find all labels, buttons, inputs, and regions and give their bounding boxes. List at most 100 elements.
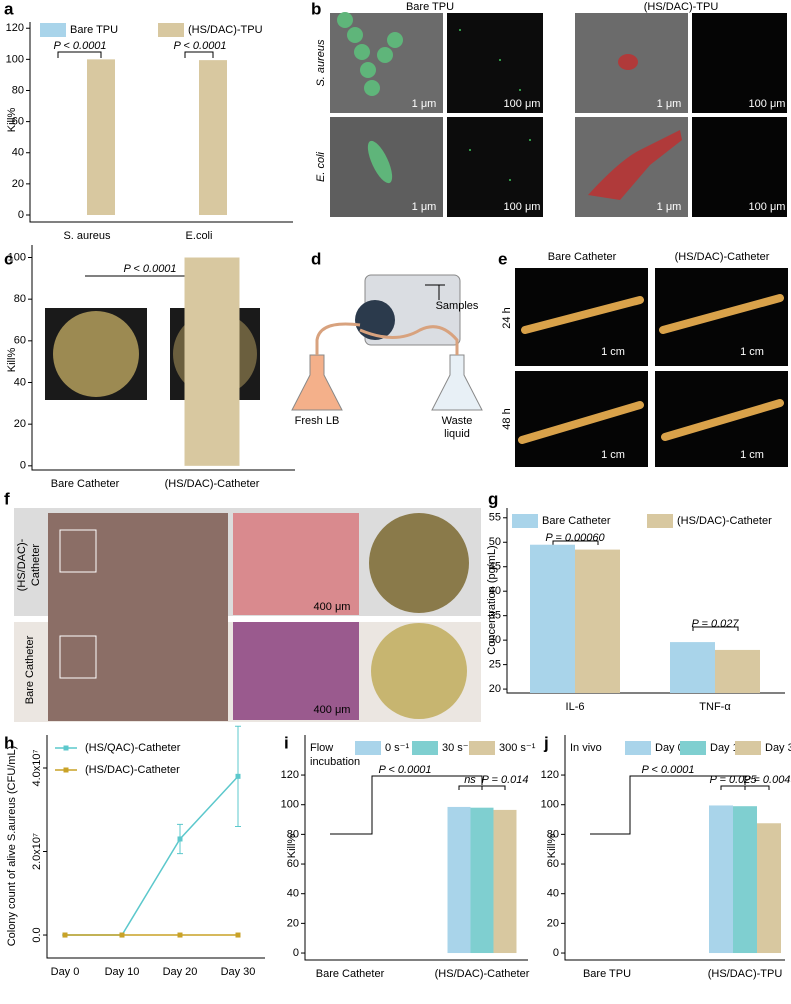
bar <box>575 549 620 693</box>
scale-label: 1 cm <box>601 449 625 461</box>
legend-label: (HS/DAC)-TPU <box>188 24 263 36</box>
y-tick-label: 0 <box>20 460 26 472</box>
y-tick-label: 20 <box>14 418 26 430</box>
scale-label: 1 μm <box>412 201 437 213</box>
y-tick-label: 60 <box>287 858 299 870</box>
axis <box>29 22 293 223</box>
scale-label: 1 cm <box>740 346 764 358</box>
x-tick-label: TNF-α <box>699 701 731 713</box>
panel-letter: f <box>4 489 10 508</box>
annotation: P = 0.027 <box>692 618 740 630</box>
legend-label: Bare Catheter <box>542 515 611 527</box>
x-tick-label: Day 0 <box>51 966 80 978</box>
bar <box>87 59 115 215</box>
y-tick-label: 120 <box>6 22 24 34</box>
bracket <box>57 51 102 58</box>
bar <box>493 809 517 954</box>
y-tick-label: 4.0x10⁷ <box>31 749 43 786</box>
y-tick-label: 40 <box>489 585 501 597</box>
y-axis-label: Kill% <box>6 108 18 133</box>
legend-swatch <box>412 741 438 755</box>
y-tick-label: 25 <box>489 659 501 671</box>
legend-swatch <box>647 514 673 528</box>
legend-swatch <box>63 745 69 751</box>
y-tick-label: 20 <box>547 917 559 929</box>
bacteria <box>337 12 403 184</box>
scale-label: 400 μm <box>314 601 351 613</box>
y-tick-label: 55 <box>489 512 501 524</box>
scale-label: 1 μm <box>657 201 682 213</box>
legend-label: Bare TPU <box>70 24 118 36</box>
marker <box>119 932 125 938</box>
panel-letter: j <box>543 733 549 752</box>
annotation: P < 0.0001 <box>173 40 226 52</box>
scale-label: 1 μm <box>657 98 682 110</box>
legend-label: (HS/DAC)-Catheter <box>85 764 180 776</box>
bar <box>715 649 760 693</box>
y-tick-label: 80 <box>547 828 559 840</box>
legend-label: Day 0 <box>655 742 684 754</box>
y-tick-label: 35 <box>489 610 501 622</box>
row-label: E. coli <box>315 151 327 182</box>
tube <box>315 322 459 355</box>
x-tick-label: Bare Catheter <box>51 478 120 490</box>
bracket <box>330 775 483 835</box>
bracket <box>744 785 770 790</box>
panel-e: Bare Catheter (HS/DAC)-Catheter 24 h 48 … <box>501 251 788 467</box>
y-tick-label: 60 <box>547 858 559 870</box>
legend-swatch <box>735 741 761 755</box>
bar <box>470 807 494 954</box>
annotation: ns <box>464 774 476 786</box>
x-tick-label: IL-6 <box>566 701 585 713</box>
y-tick-label: 20 <box>287 917 299 929</box>
annotation: P < 0.0001 <box>123 263 176 275</box>
flask <box>431 354 483 411</box>
legend-title: Flow <box>310 742 333 754</box>
y-tick-label: 100 <box>541 799 559 811</box>
bar <box>709 805 733 954</box>
legend-swatch <box>63 767 69 773</box>
zoom-box <box>59 635 97 679</box>
panel-letter: b <box>311 0 321 18</box>
bar <box>199 60 227 215</box>
axis <box>46 735 265 959</box>
panel-f: (HS/DAC)- Catheter Bare Catheter 400 μm … <box>14 508 481 722</box>
panel-d: Samples Fresh LB Waste liquid <box>291 274 483 440</box>
dish <box>371 623 467 719</box>
bar <box>447 806 471 954</box>
column-title: Bare TPU <box>406 1 454 13</box>
flask <box>291 354 343 411</box>
y-tick-label: 30 <box>489 634 501 646</box>
marker <box>177 932 183 938</box>
panel-letter: i <box>284 733 289 752</box>
y-tick-label: 100 <box>8 251 26 263</box>
annotation: P < 0.0001 <box>641 764 694 776</box>
y-tick-label: 0.0 <box>31 927 43 942</box>
annotation: P = 0.025 <box>710 774 758 786</box>
y-tick-label: 0 <box>18 209 24 221</box>
y-tick-label: 0 <box>553 947 559 959</box>
panel-letter: h <box>4 733 14 752</box>
y-tick-label: 50 <box>489 536 501 548</box>
bracket <box>552 540 599 545</box>
legend-swatch <box>355 741 381 755</box>
label: liquid <box>444 428 470 440</box>
column-title: (HS/DAC)-Catheter <box>675 251 770 263</box>
fluorescence-image <box>447 117 543 217</box>
histology <box>233 622 359 720</box>
x-tick-label: Day 20 <box>163 966 198 978</box>
y-tick-label: 20 <box>12 178 24 190</box>
bacteria <box>588 54 682 200</box>
bracket <box>590 775 746 835</box>
bar <box>733 806 757 954</box>
column-title: Bare Catheter <box>548 251 617 263</box>
legend-swatch <box>40 23 66 37</box>
bracket <box>458 785 483 790</box>
axis <box>304 735 528 961</box>
panel-letter: c <box>4 249 13 268</box>
bracket <box>481 785 506 790</box>
annotation: P < 0.0001 <box>53 40 106 52</box>
row-label: Catheter <box>30 544 42 587</box>
legend-title: In vivo <box>570 742 602 754</box>
